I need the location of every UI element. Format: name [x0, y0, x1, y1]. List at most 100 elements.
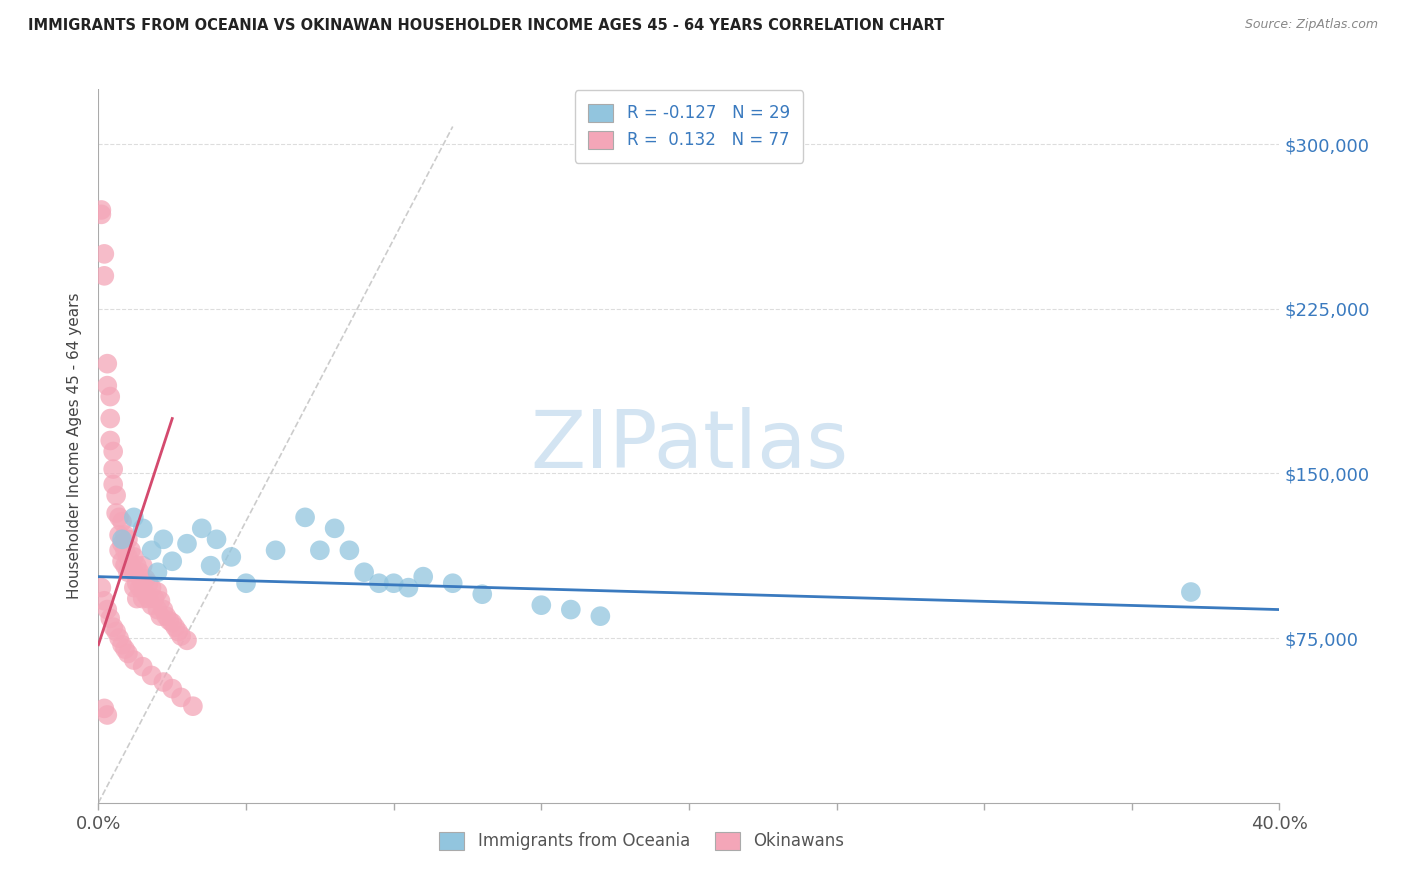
Point — [353, 566, 375, 580]
Point — [382, 576, 405, 591]
Point — [96, 357, 118, 371]
Text: Source: ZipAtlas.com: Source: ZipAtlas.com — [1244, 18, 1378, 31]
Point — [398, 581, 420, 595]
Point — [108, 543, 131, 558]
Point — [162, 615, 183, 630]
Point — [90, 207, 112, 221]
Point — [117, 533, 139, 547]
Point — [125, 591, 148, 606]
Point — [441, 576, 464, 591]
Point — [103, 444, 125, 458]
Point — [170, 690, 193, 705]
Point — [98, 434, 121, 448]
Point — [125, 576, 148, 591]
Point — [108, 510, 131, 524]
Point — [162, 554, 183, 568]
Point — [205, 533, 228, 547]
Point — [132, 521, 155, 535]
Point — [167, 624, 190, 639]
Point — [368, 576, 391, 591]
Point — [96, 708, 118, 723]
Point — [128, 581, 150, 595]
Legend: Immigrants from Oceania, Okinawans: Immigrants from Oceania, Okinawans — [430, 823, 852, 859]
Point — [165, 620, 187, 634]
Point — [96, 378, 118, 392]
Point — [294, 510, 316, 524]
Point — [530, 598, 553, 612]
Point — [93, 268, 115, 283]
Point — [120, 558, 142, 573]
Point — [132, 659, 155, 673]
Point — [176, 537, 198, 551]
Point — [108, 528, 131, 542]
Point — [111, 515, 134, 529]
Point — [122, 566, 145, 580]
Point — [117, 566, 139, 580]
Point — [93, 594, 115, 608]
Point — [589, 609, 612, 624]
Point — [90, 202, 112, 217]
Point — [141, 581, 163, 595]
Point — [105, 624, 128, 639]
Point — [103, 620, 125, 634]
Point — [155, 609, 177, 624]
Point — [146, 585, 169, 599]
Text: ZIPatlas: ZIPatlas — [530, 407, 848, 485]
Point — [135, 572, 157, 586]
Point — [146, 566, 169, 580]
Point — [128, 566, 150, 580]
Text: IMMIGRANTS FROM OCEANIA VS OKINAWAN HOUSEHOLDER INCOME AGES 45 - 64 YEARS CORREL: IMMIGRANTS FROM OCEANIA VS OKINAWAN HOUS… — [28, 18, 945, 33]
Point — [96, 602, 118, 616]
Point — [176, 633, 198, 648]
Point — [120, 543, 142, 558]
Point — [117, 647, 139, 661]
Point — [122, 653, 145, 667]
Point — [111, 554, 134, 568]
Point — [146, 602, 169, 616]
Point — [191, 521, 214, 535]
Point — [98, 390, 121, 404]
Point — [143, 591, 166, 606]
Point — [560, 602, 582, 616]
Point — [157, 614, 180, 628]
Point — [117, 549, 139, 564]
Point — [103, 462, 125, 476]
Point — [114, 528, 136, 542]
Point — [200, 558, 222, 573]
Point — [141, 668, 163, 682]
Point — [181, 699, 204, 714]
Point — [135, 587, 157, 601]
Point — [90, 581, 112, 595]
Point — [264, 543, 287, 558]
Point — [114, 543, 136, 558]
Point — [108, 631, 131, 645]
Point — [122, 549, 145, 564]
Point — [471, 587, 494, 601]
Point — [103, 477, 125, 491]
Point — [149, 594, 172, 608]
Point — [98, 611, 121, 625]
Point — [323, 521, 346, 535]
Point — [235, 576, 257, 591]
Point — [152, 675, 174, 690]
Point — [132, 558, 155, 573]
Point — [105, 506, 128, 520]
Point — [111, 537, 134, 551]
Y-axis label: Householder Income Ages 45 - 64 years: Householder Income Ages 45 - 64 years — [67, 293, 83, 599]
Point — [125, 558, 148, 573]
Point — [138, 576, 160, 591]
Point — [170, 629, 193, 643]
Point — [114, 642, 136, 657]
Point — [132, 591, 155, 606]
Point — [1180, 585, 1202, 599]
Point — [132, 576, 155, 591]
Point — [141, 598, 163, 612]
Point — [98, 411, 121, 425]
Point — [149, 609, 172, 624]
Point — [114, 558, 136, 573]
Point — [138, 591, 160, 606]
Point — [152, 533, 174, 547]
Point — [122, 510, 145, 524]
Point — [221, 549, 243, 564]
Point — [412, 569, 434, 583]
